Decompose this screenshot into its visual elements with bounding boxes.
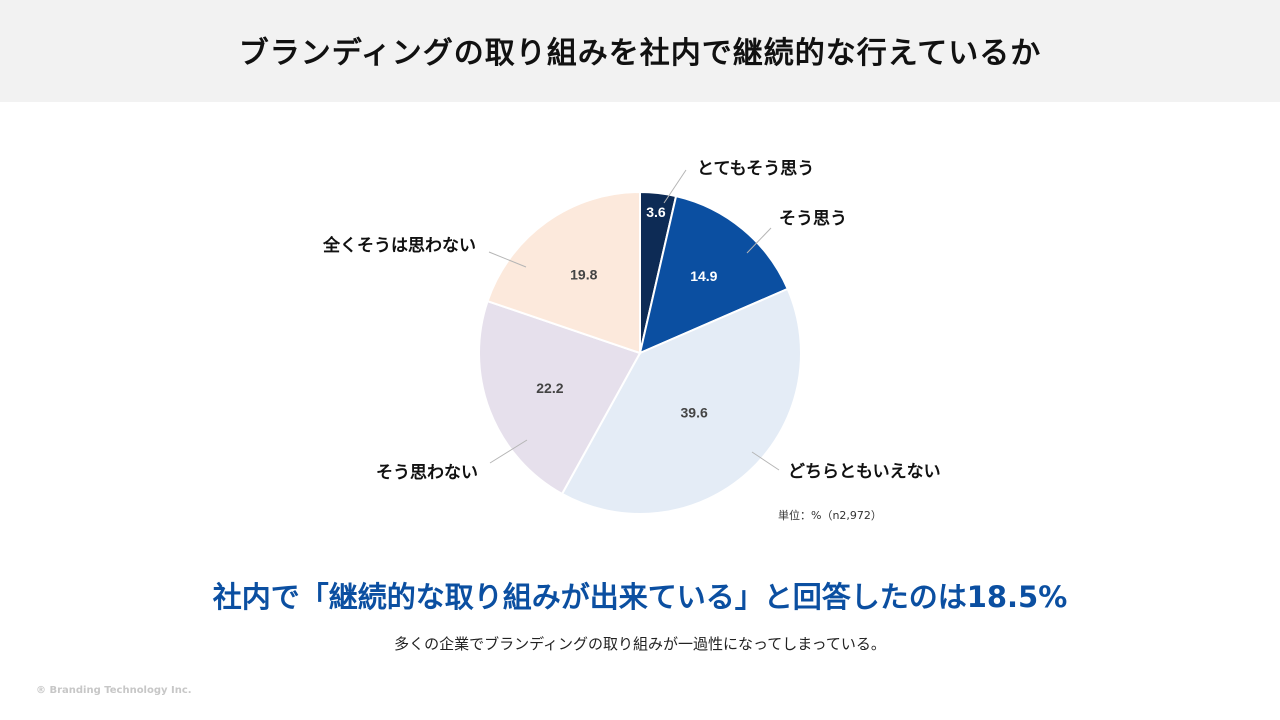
page-title: ブランディングの取り組みを社内で継続的な行えているか: [238, 36, 1042, 71]
subtext: 多くの企業でブランディングの取り組みが一過性になってしまっている。: [394, 635, 886, 653]
unit-note: 単位：%（n2,972）: [778, 509, 882, 522]
leader-line: [488, 251, 527, 268]
slice-category-label: そう思わない: [376, 463, 478, 483]
header-band: [0, 0, 1280, 102]
leader-line: [746, 227, 772, 254]
slice-value-label: 22.2: [536, 380, 563, 396]
pie-slice: [560, 287, 802, 515]
slice-value-label: 14.9: [690, 268, 717, 284]
slice-value-label: 19.8: [570, 266, 597, 282]
headline: 社内で「継続的な取り組みが出来ている」と回答したのは18.5%: [212, 580, 1068, 614]
slice-value-label: 3.6: [646, 204, 666, 220]
pie-slice: [486, 190, 641, 355]
leader-line: [489, 439, 528, 464]
leader-line: [751, 451, 780, 471]
slice-category-label: そう思う: [779, 209, 847, 229]
slice-category-label: 全くそうは思わない: [322, 235, 476, 256]
slice-category-label: とてもそう思う: [697, 159, 814, 179]
slice-category-label: どちらともいえない: [788, 462, 941, 482]
pie-slice: [638, 194, 789, 355]
copyright: ® Branding Technology Inc.: [36, 685, 192, 696]
leader-line: [663, 169, 687, 204]
slice-value-label: 39.6: [681, 405, 708, 421]
pie-slice: [478, 299, 642, 496]
